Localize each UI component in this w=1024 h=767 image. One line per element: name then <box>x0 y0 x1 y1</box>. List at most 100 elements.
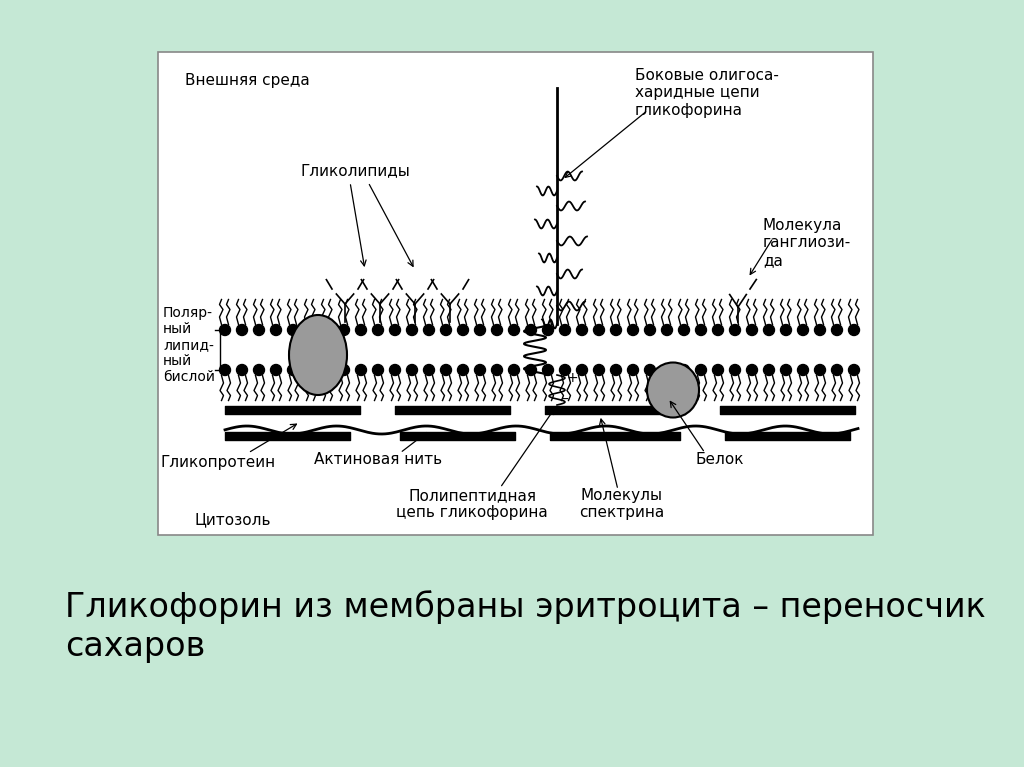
Circle shape <box>729 364 740 376</box>
Circle shape <box>388 269 398 279</box>
Circle shape <box>644 324 655 335</box>
Circle shape <box>745 284 755 294</box>
Circle shape <box>780 324 792 335</box>
Circle shape <box>373 324 384 335</box>
Circle shape <box>373 364 384 376</box>
Circle shape <box>237 324 248 335</box>
Text: Внешняя среда: Внешняя среда <box>185 73 309 88</box>
Circle shape <box>304 324 315 335</box>
Text: Белок: Белок <box>695 452 744 467</box>
Circle shape <box>525 324 537 335</box>
Circle shape <box>467 269 477 279</box>
Circle shape <box>322 324 333 335</box>
Circle shape <box>389 324 400 335</box>
Circle shape <box>254 324 264 335</box>
Circle shape <box>492 324 503 335</box>
Circle shape <box>219 364 230 376</box>
Circle shape <box>492 364 503 376</box>
Circle shape <box>594 364 604 376</box>
Circle shape <box>695 324 707 335</box>
Circle shape <box>389 364 400 376</box>
Text: +: + <box>566 371 578 385</box>
Text: Актиновая нить: Актиновая нить <box>314 452 442 467</box>
Text: Гликолипиды: Гликолипиды <box>300 163 410 178</box>
Circle shape <box>440 324 452 335</box>
Circle shape <box>798 324 809 335</box>
Circle shape <box>849 324 859 335</box>
Circle shape <box>407 324 418 335</box>
Circle shape <box>362 269 372 279</box>
Circle shape <box>458 284 468 294</box>
Circle shape <box>713 364 724 376</box>
Circle shape <box>695 364 707 376</box>
Circle shape <box>814 324 825 335</box>
Circle shape <box>270 324 282 335</box>
Circle shape <box>764 324 774 335</box>
Circle shape <box>662 364 673 376</box>
Circle shape <box>679 324 689 335</box>
Circle shape <box>322 364 333 376</box>
Circle shape <box>628 324 639 335</box>
Circle shape <box>525 364 537 376</box>
Circle shape <box>423 284 433 294</box>
Text: –: – <box>558 408 565 422</box>
Circle shape <box>304 364 315 376</box>
Circle shape <box>254 364 264 376</box>
Circle shape <box>458 324 469 335</box>
Circle shape <box>424 324 434 335</box>
Circle shape <box>746 324 758 335</box>
Circle shape <box>318 269 328 279</box>
Text: Поляр-
ный
липид-
ный
бислой: Поляр- ный липид- ный бислой <box>163 305 215 384</box>
Circle shape <box>355 364 367 376</box>
Circle shape <box>713 324 724 335</box>
Circle shape <box>577 364 588 376</box>
Circle shape <box>432 269 442 279</box>
Circle shape <box>362 284 372 294</box>
Circle shape <box>577 324 588 335</box>
Ellipse shape <box>647 363 699 417</box>
Circle shape <box>662 324 673 335</box>
Circle shape <box>424 364 434 376</box>
Circle shape <box>339 364 349 376</box>
Circle shape <box>407 364 418 376</box>
Text: сахаров: сахаров <box>65 630 205 663</box>
Circle shape <box>644 364 655 376</box>
Circle shape <box>423 269 433 279</box>
Circle shape <box>814 364 825 376</box>
Text: Гликопротеин: Гликопротеин <box>161 455 275 470</box>
Circle shape <box>628 364 639 376</box>
Circle shape <box>594 324 604 335</box>
Circle shape <box>397 284 407 294</box>
Circle shape <box>543 324 554 335</box>
Circle shape <box>509 324 519 335</box>
Circle shape <box>831 364 843 376</box>
Circle shape <box>458 364 469 376</box>
Circle shape <box>474 364 485 376</box>
Ellipse shape <box>289 315 347 395</box>
Circle shape <box>237 364 248 376</box>
Circle shape <box>339 324 349 335</box>
Circle shape <box>288 364 299 376</box>
Text: Полипептидная
цепь гликофорина: Полипептидная цепь гликофорина <box>396 488 548 520</box>
Circle shape <box>764 364 774 376</box>
Circle shape <box>559 364 570 376</box>
Circle shape <box>559 324 570 335</box>
Text: –: – <box>561 393 568 407</box>
Circle shape <box>353 284 362 294</box>
Circle shape <box>440 364 452 376</box>
Circle shape <box>353 269 362 279</box>
Circle shape <box>543 364 554 376</box>
Circle shape <box>729 324 740 335</box>
Circle shape <box>355 324 367 335</box>
Circle shape <box>679 364 689 376</box>
Circle shape <box>755 269 765 279</box>
Circle shape <box>474 324 485 335</box>
Circle shape <box>780 364 792 376</box>
Circle shape <box>288 324 299 335</box>
Circle shape <box>831 324 843 335</box>
Text: Молекулы
спектрина: Молекулы спектрина <box>580 488 665 520</box>
Circle shape <box>849 364 859 376</box>
Circle shape <box>219 324 230 335</box>
Circle shape <box>746 364 758 376</box>
Circle shape <box>397 269 407 279</box>
